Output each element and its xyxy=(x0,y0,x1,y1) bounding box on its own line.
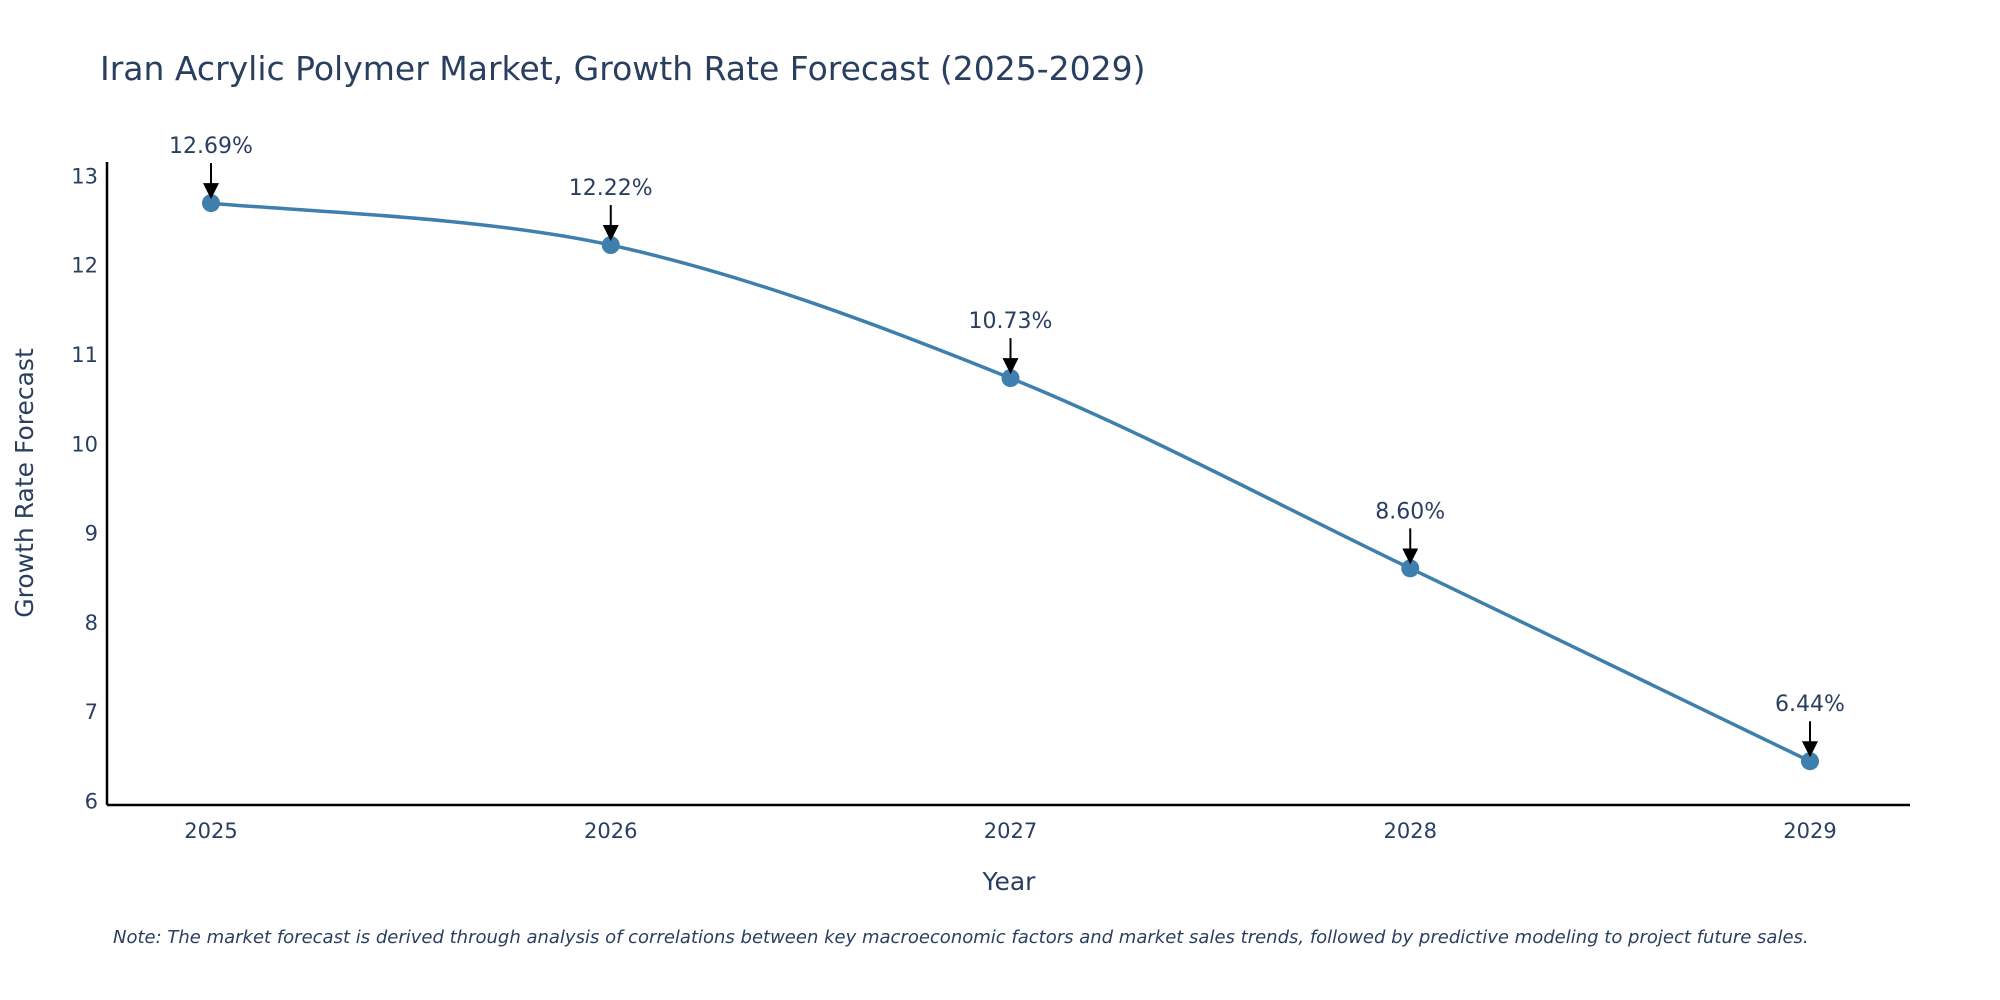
data-annotations: 12.69% 12.22% 10.73% 8.60% 6.44% xyxy=(169,134,1845,758)
data-label: 12.69% xyxy=(169,134,253,159)
y-tick-label: 7 xyxy=(85,700,98,724)
y-tick-label: 12 xyxy=(71,254,98,278)
chart-title: Iran Acrylic Polymer Market, Growth Rate… xyxy=(100,49,1146,88)
y-axis-ticks: 6 7 8 9 10 11 12 13 xyxy=(71,164,98,813)
data-label: 10.73% xyxy=(969,309,1053,334)
x-tick-label: 2027 xyxy=(984,819,1037,843)
x-tick-label: 2028 xyxy=(1384,819,1437,843)
x-tick-label: 2029 xyxy=(1783,819,1836,843)
x-axis-title: Year xyxy=(982,867,1037,896)
x-tick-label: 2026 xyxy=(584,819,637,843)
data-label: 12.22% xyxy=(569,176,653,201)
data-point xyxy=(1801,752,1819,771)
x-tick-label: 2025 xyxy=(184,819,237,843)
data-point xyxy=(1401,559,1420,578)
data-point xyxy=(202,194,220,213)
y-tick-label: 13 xyxy=(71,164,98,188)
data-label: 8.60% xyxy=(1375,499,1445,524)
y-tick-label: 8 xyxy=(85,611,98,635)
data-label: 6.44% xyxy=(1775,692,1845,717)
y-tick-label: 6 xyxy=(85,790,98,814)
data-point xyxy=(601,236,620,255)
data-markers xyxy=(202,194,1819,771)
y-axis-title: Growth Rate Forecast xyxy=(10,348,39,618)
chart-note: Note: The market forecast is derived thr… xyxy=(113,927,1809,948)
y-tick-label: 10 xyxy=(71,432,98,456)
x-axis-ticks: 2025 2026 2027 2028 2029 xyxy=(184,819,1836,843)
y-tick-label: 9 xyxy=(85,522,98,546)
data-point xyxy=(1001,369,1020,388)
series-line xyxy=(210,201,1811,763)
y-tick-label: 11 xyxy=(71,343,98,367)
